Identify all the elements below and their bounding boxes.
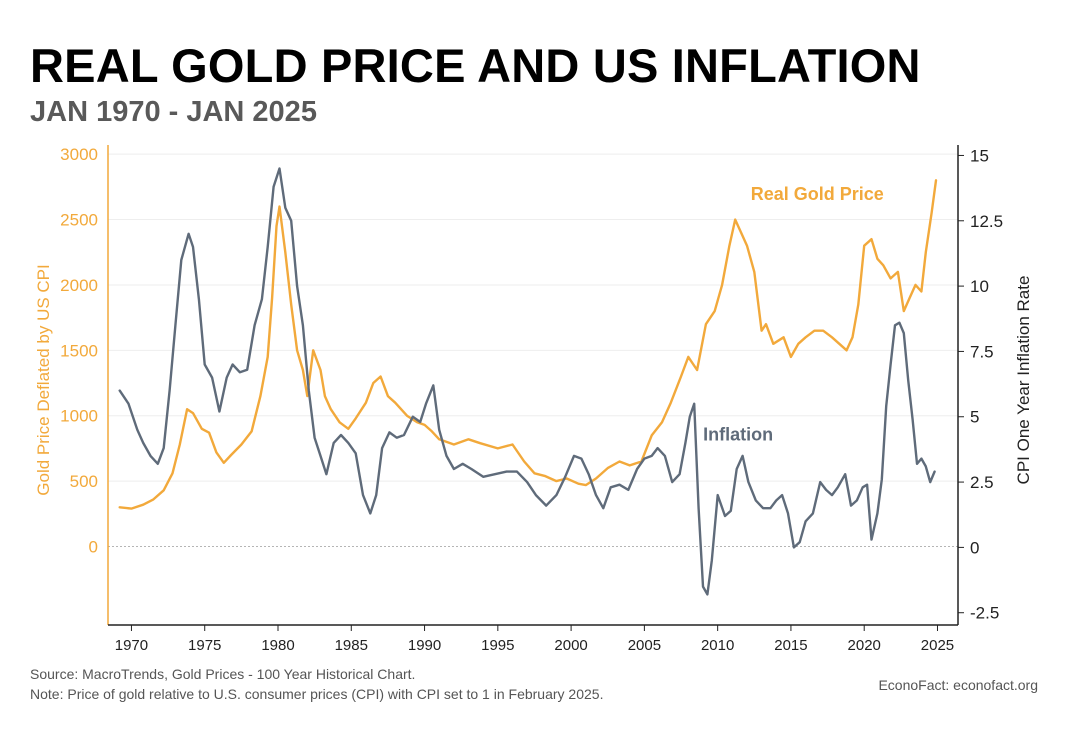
right-tick-label: 7.5 (970, 342, 994, 361)
inflation-line (118, 167, 936, 596)
gridlines (108, 153, 958, 482)
axes (107, 145, 964, 631)
x-tick-label: 2005 (628, 637, 661, 654)
left-tick-label: 1000 (60, 407, 98, 426)
axis-labels: 1970 1975 1980 1985 1990 1995 2000 2005 2010 2015… (34, 145, 1033, 654)
x-tick-label: 1980 (261, 637, 294, 654)
x-tick-label: 2020 (848, 637, 881, 654)
x-tick-label: 1970 (115, 637, 148, 654)
brand-credit: EconoFact: econofact.org (878, 677, 1038, 693)
left-tick-label: 2500 (60, 211, 98, 230)
inflation-annotation: Inflation (703, 424, 773, 444)
real-gold-price-line (118, 179, 938, 510)
x-tick-label: 1975 (188, 637, 221, 654)
right-axis-title: CPI One Year Inflation Rate (1014, 276, 1033, 485)
left-tick-label: 500 (70, 472, 98, 491)
source-note: Source: MacroTrends, Gold Prices - 100 Y… (30, 666, 416, 682)
x-tick-label: 1990 (408, 637, 441, 654)
series-lines (118, 167, 938, 596)
left-axis-title: Gold Price Deflated by US CPI (34, 264, 53, 495)
x-tick-label: 2010 (701, 637, 734, 654)
x-tick-label: 2000 (554, 637, 587, 654)
x-tick-label: 1995 (481, 637, 514, 654)
chart-title: REAL GOLD PRICE AND US INFLATION (30, 39, 921, 92)
real-gold-price-annotation: Real Gold Price (751, 184, 884, 204)
left-tick-label: 0 (89, 538, 98, 557)
left-tick-label: 1500 (60, 341, 98, 360)
right-tick-label: -2.5 (970, 604, 999, 623)
right-tick-label: 0 (970, 538, 979, 557)
x-tick-label: 2015 (774, 637, 807, 654)
methodology-note: Note: Price of gold relative to U.S. con… (30, 686, 604, 702)
right-tick-label: 12.5 (970, 212, 1003, 231)
chart-subtitle: JAN 1970 - JAN 2025 (30, 96, 317, 128)
x-tick-label: 1985 (335, 637, 368, 654)
right-tick-label: 5 (970, 408, 979, 427)
right-tick-label: 2.5 (970, 473, 994, 492)
left-tick-label: 3000 (60, 145, 98, 164)
right-tick-label: 10 (970, 277, 989, 296)
x-tick-label: 2025 (921, 637, 954, 654)
right-tick-label: 15 (970, 146, 989, 165)
left-tick-label: 2000 (60, 276, 98, 295)
